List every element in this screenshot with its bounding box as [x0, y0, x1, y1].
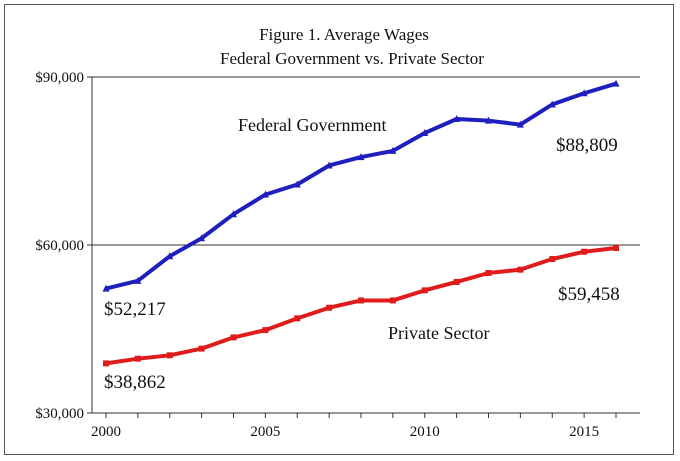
x-tick-label: 2000: [91, 424, 121, 440]
data-point: [581, 248, 588, 255]
private-series-label: Private Sector: [388, 323, 489, 343]
data-point: [516, 120, 524, 128]
data-point: [261, 190, 269, 198]
data-point: [612, 79, 620, 87]
federal-end-label: $88,809: [556, 135, 618, 156]
data-point: [134, 355, 141, 362]
data-point: [166, 352, 173, 359]
y-tick-label: $60,000: [35, 238, 84, 254]
data-point: [198, 234, 206, 242]
data-point: [453, 115, 461, 122]
data-point: [102, 284, 110, 292]
x-tick-label: 2005: [250, 424, 280, 440]
y-tick-label: $30,000: [35, 406, 84, 422]
x-tick-label: 2010: [410, 424, 440, 440]
chart-subtitle: Federal Government vs. Private Sector: [220, 49, 484, 68]
data-point: [357, 153, 365, 161]
private-end-label: $59,458: [558, 284, 620, 305]
y-tick-label: $90,000: [35, 70, 84, 86]
chart-title: Figure 1. Average Wages: [259, 25, 429, 44]
series-group: [102, 79, 620, 367]
series-line-private: [105, 246, 617, 366]
data-point: [262, 327, 269, 334]
data-point: [421, 287, 428, 294]
data-point: [613, 245, 619, 252]
private-start-label: $38,862: [104, 372, 166, 393]
federal-start-label: $52,217: [104, 299, 166, 320]
chart-frame: [4, 4, 674, 455]
data-point: [580, 89, 588, 97]
gridlines: [92, 76, 640, 246]
data-point: [294, 315, 301, 322]
x-tick-label: 2015: [569, 424, 599, 440]
data-point: [389, 297, 396, 304]
data-point: [326, 304, 333, 311]
data-point: [134, 276, 142, 284]
data-point: [103, 360, 109, 367]
data-point: [325, 161, 333, 169]
data-point: [166, 252, 174, 260]
data-point: [549, 256, 556, 262]
tick-labels: $30,000 $60,000 $90,000 2000 2005 2010 2015: [35, 70, 617, 440]
data-point: [230, 334, 237, 341]
data-point: [421, 129, 429, 136]
data-point: [230, 210, 237, 218]
data-point: [485, 116, 492, 124]
data-point: [485, 270, 492, 276]
data-point: [358, 297, 364, 304]
data-point: [548, 100, 556, 108]
data-point: [198, 345, 205, 352]
data-point: [293, 180, 301, 188]
federal-series-label: Federal Government: [238, 115, 386, 135]
data-point: [517, 266, 524, 273]
data-point: [453, 278, 460, 285]
data-point: [389, 146, 397, 154]
